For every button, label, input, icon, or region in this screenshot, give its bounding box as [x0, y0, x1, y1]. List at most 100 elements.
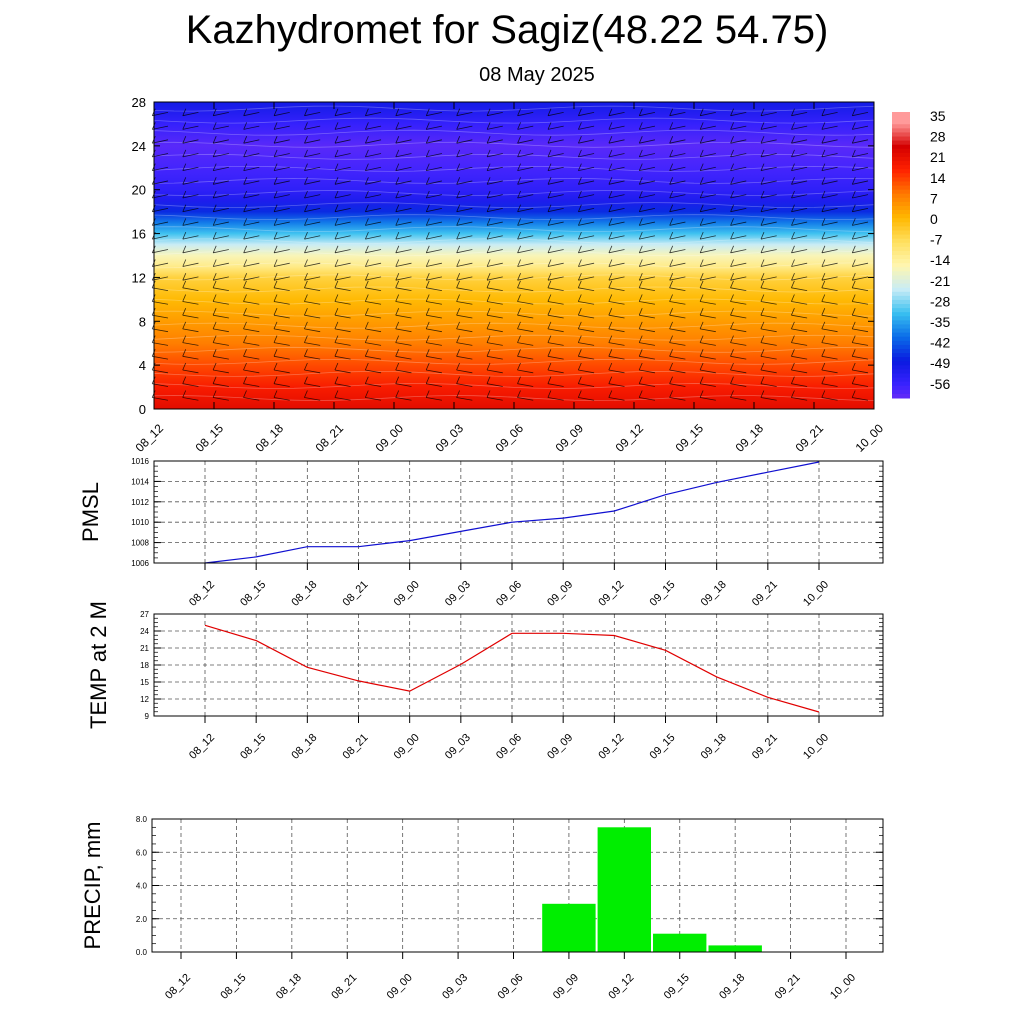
wind-barb	[152, 166, 169, 171]
wind-barb	[395, 112, 412, 117]
wind-barb-flag	[273, 273, 278, 281]
wind-barb	[730, 383, 747, 387]
wind-barb	[760, 221, 777, 226]
y-tick-label: 27	[140, 610, 149, 619]
wind-barb-flag	[212, 273, 217, 281]
wind-barb	[243, 249, 260, 254]
wind-barb-flag	[699, 231, 704, 240]
wind-barb-flag	[669, 190, 674, 199]
wind-barb	[456, 153, 473, 158]
wind-barb-flag	[486, 362, 491, 371]
wind-barb-flag	[425, 218, 430, 226]
wind-barb	[152, 221, 169, 226]
wind-barb	[547, 207, 564, 213]
wind-barb	[304, 125, 321, 130]
colorbar-segment	[892, 365, 910, 370]
wind-barb-flag	[547, 335, 552, 343]
wind-barb	[334, 383, 351, 387]
wind-barb	[700, 153, 716, 158]
wind-barb-flag	[456, 308, 460, 316]
wind-barb	[365, 397, 382, 401]
x-tick-label: 09_18	[717, 972, 747, 1002]
y-tick-label: 24	[140, 627, 149, 636]
wind-barb	[578, 328, 595, 333]
wind-barb	[304, 112, 321, 117]
wind-barb	[152, 383, 169, 387]
wind-barb	[304, 397, 321, 401]
wind-barb-flag	[243, 231, 248, 240]
wind-barb	[852, 328, 869, 333]
wind-barb-flag	[821, 308, 826, 316]
wind-barb	[213, 369, 229, 374]
wind-barb	[852, 276, 869, 281]
x-tick-label: 09_15	[648, 579, 678, 609]
colorbar-segment	[892, 116, 910, 121]
wind-barb-flag	[182, 362, 187, 371]
wind-barb-flag	[638, 122, 643, 130]
wind-barb	[243, 262, 260, 267]
wind-barb-flag	[608, 321, 613, 330]
wind-barb-flag	[486, 231, 491, 240]
x-tick-label: 08_15	[238, 579, 268, 609]
y-tick-label: 9	[145, 712, 150, 721]
wind-barb	[517, 301, 534, 305]
wind-barb	[152, 249, 169, 254]
wind-barb-flag	[791, 108, 795, 116]
wind-barb-flag	[334, 136, 339, 144]
wind-barb	[760, 125, 777, 130]
wind-barb-flag	[212, 280, 217, 288]
wind-barb	[791, 235, 808, 240]
wind-barb	[426, 207, 442, 213]
wind-barb-flag	[425, 177, 430, 185]
colorbar-segment	[892, 152, 910, 158]
wind-barb	[578, 112, 595, 117]
wind-barb	[456, 207, 473, 213]
wind-barb-flag	[730, 108, 734, 116]
wind-barb	[213, 166, 229, 171]
wind-barb	[608, 262, 625, 267]
wind-barb	[304, 301, 321, 305]
wind-barb	[669, 342, 686, 346]
wind-barb-flag	[273, 308, 278, 316]
wind-barb	[426, 180, 442, 185]
wind-barb	[395, 383, 412, 387]
wind-barb	[486, 342, 503, 346]
wind-barb	[760, 287, 777, 291]
wind-barb-flag	[851, 163, 856, 171]
wind-barb	[791, 342, 808, 346]
x-tick-label: 08_21	[341, 732, 371, 762]
wind-barb-flag	[851, 231, 856, 240]
heatmap-x-tick-label: 08_12	[133, 421, 167, 455]
colorbar-segment	[892, 193, 910, 199]
contour-line	[153, 238, 875, 245]
wind-barb-flag	[425, 321, 430, 330]
wind-barb-flag	[486, 335, 491, 343]
wind-barb-flag	[578, 122, 582, 130]
wind-barb	[243, 328, 260, 333]
wind-barb	[213, 235, 229, 240]
wind-barb	[760, 235, 777, 240]
wind-barb	[182, 328, 199, 333]
wind-barb	[639, 249, 656, 254]
wind-barb	[669, 125, 686, 130]
wind-barb-flag	[547, 163, 552, 171]
wind-barb	[273, 287, 290, 291]
wind-barb	[456, 235, 473, 240]
wind-barb	[608, 287, 625, 291]
wind-barb	[365, 207, 382, 213]
wind-barb	[182, 369, 199, 374]
wind-barb-flag	[791, 280, 795, 288]
wind-barb-flag	[608, 149, 613, 158]
wind-barb	[578, 194, 595, 199]
wind-barb-flag	[304, 390, 308, 398]
wind-barb-flag	[243, 259, 248, 267]
wind-barb	[365, 314, 382, 319]
wind-barb-flag	[365, 231, 369, 240]
wind-barb-flag	[182, 204, 187, 212]
wind-barb	[487, 235, 503, 240]
wind-barb-flag	[638, 280, 643, 288]
wind-barb-flag	[243, 273, 248, 281]
colorbar-segment	[892, 128, 910, 133]
wind-barb-flag	[851, 122, 856, 130]
wind-barb-flag	[851, 321, 856, 330]
